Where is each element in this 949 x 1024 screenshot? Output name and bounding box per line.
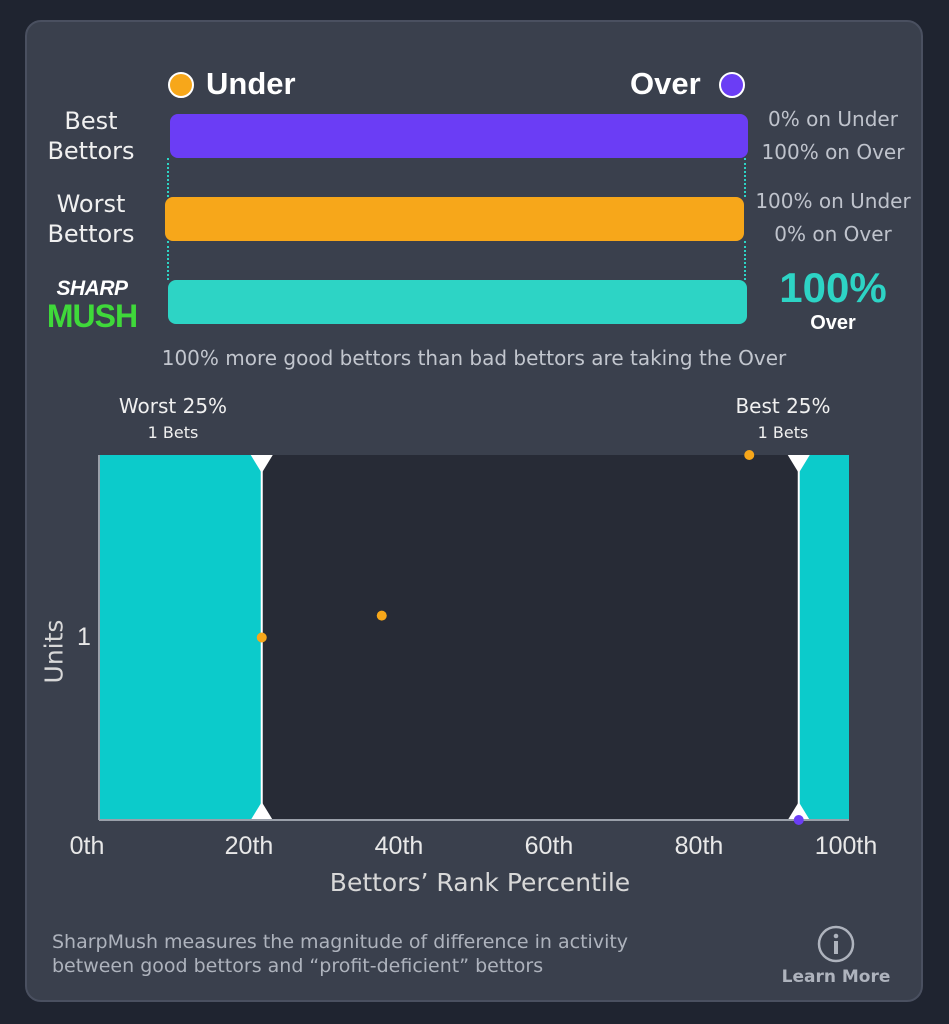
best-bettors-label-line2: Bettors <box>47 137 135 165</box>
best-bettors-split: 0% on Under 100% on Over <box>748 103 918 169</box>
data-point-0-1 <box>376 610 387 621</box>
info-icon <box>817 925 855 963</box>
x-tick-40: 40th <box>374 832 424 860</box>
connector-left-2 <box>167 241 169 280</box>
best-bettors-label-line1: Best <box>64 107 118 135</box>
worst-25-label: Worst 25% <box>118 394 228 418</box>
connector-right-1 <box>744 158 746 197</box>
under-legend-label: Under <box>206 66 296 101</box>
best-boundary-marker-top <box>787 455 810 473</box>
sharpmush-bar <box>168 280 747 324</box>
data-point-0-2 <box>744 450 755 460</box>
worst-bettors-label-line1: Worst <box>56 190 126 218</box>
x-axis-title: Bettors’ Rank Percentile <box>329 868 631 897</box>
data-point-0-0 <box>256 632 267 643</box>
best-over-text: 100% on Over <box>761 140 905 164</box>
data-point-1-0 <box>793 815 804 825</box>
best-bettors-bar <box>170 114 748 158</box>
x-tick-0: 0th <box>69 832 105 860</box>
sharpmush-side: Over <box>810 312 856 334</box>
learn-more-label: Learn More <box>781 967 891 987</box>
best-under-text: 0% on Under <box>768 107 898 131</box>
worst-over-text: 0% on Over <box>774 222 892 246</box>
worst-boundary-marker-bottom <box>250 802 273 820</box>
x-tick-80: 80th <box>674 832 724 860</box>
learn-more-button[interactable]: Learn More <box>771 924 901 990</box>
logo-mush-text: MUSH <box>46 298 138 334</box>
footer-line2: between good bettors and “profit-deficie… <box>52 955 544 977</box>
worst-under-text: 100% on Under <box>755 189 911 213</box>
percentile-region-worst <box>99 455 262 820</box>
worst-bettors-label: Worst Bettors <box>31 189 151 249</box>
summary-text: 100% more good bettors than bad bettors … <box>161 346 787 370</box>
percentile-region-best <box>798 455 849 820</box>
over-legend-dot <box>719 72 745 98</box>
x-tick-60: 60th <box>524 832 574 860</box>
x-tick-100: 100th <box>814 832 878 860</box>
footer-line1: SharpMush measures the magnitude of diff… <box>52 931 629 953</box>
connector-right-2 <box>744 241 746 280</box>
best-25-bets: 1 Bets <box>757 423 809 442</box>
sharpmush-percent: 100% <box>779 264 887 311</box>
footer-description: SharpMush measures the magnitude of diff… <box>52 930 772 978</box>
worst-boundary-marker-top <box>250 455 273 473</box>
worst-bettors-bar <box>165 197 744 241</box>
worst-bettors-label-line2: Bettors <box>47 220 135 248</box>
best-bettors-label: Best Bettors <box>31 106 151 166</box>
under-legend-dot <box>168 72 194 98</box>
over-legend-label: Over <box>630 66 701 101</box>
worst-bettors-split: 100% on Under 0% on Over <box>748 185 918 251</box>
connector-left-1 <box>167 158 169 197</box>
worst-25-bets: 1 Bets <box>147 423 199 442</box>
sharpmush-logo: SHARP MUSH <box>32 277 152 334</box>
best-boundary-marker-bottom <box>787 802 810 820</box>
x-tick-20: 20th <box>224 832 274 860</box>
y-tick-1: 1 <box>77 623 91 651</box>
logo-sharp-text: SHARP <box>56 277 128 300</box>
best-25-label: Best 25% <box>735 394 831 418</box>
